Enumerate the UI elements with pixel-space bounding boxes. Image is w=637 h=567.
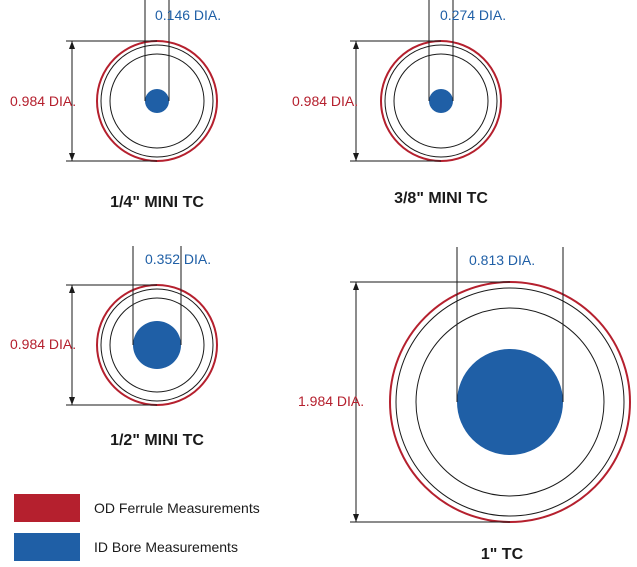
fitting-title: 1" TC — [481, 546, 524, 563]
id-dimension-label: 0.146 DIA. — [155, 7, 221, 23]
id-dimension-label: 0.274 DIA. — [440, 7, 506, 23]
od-arrow-bottom — [69, 153, 75, 161]
legend: OD Ferrule Measurements ID Bore Measurem… — [14, 494, 260, 561]
inner-ring-circle — [393, 53, 489, 149]
od-arrow-top — [353, 282, 359, 290]
inner-ring-circle — [100, 44, 214, 158]
legend-label-id: ID Bore Measurements — [94, 539, 238, 555]
fitting-title: 1/4" MINI TC — [110, 194, 204, 211]
id-bore-circle — [145, 89, 169, 113]
fitting-one-inch-tc: 1.984 DIA. 0.813 DIA. 1" TC — [298, 247, 631, 563]
legend-swatch-id — [14, 533, 80, 561]
inner-ring-circle — [415, 307, 605, 497]
od-dimension-label: 1.984 DIA. — [298, 393, 364, 409]
od-arrow-bottom — [69, 397, 75, 405]
fitting-three-eighths-mini-tc: 0.984 DIA. 0.274 DIA. 3/8" MINI TC — [292, 0, 506, 207]
legend-swatch-od — [14, 494, 80, 522]
id-dimension-label: 0.352 DIA. — [145, 251, 211, 267]
od-arrow-top — [69, 285, 75, 293]
od-arrow-bottom — [353, 514, 359, 522]
inner-ring-circle — [384, 44, 498, 158]
inner-ring-circle — [100, 288, 214, 402]
fitting-half-mini-tc: 0.984 DIA. 0.352 DIA. 1/2" MINI TC — [10, 246, 218, 449]
od-arrow-top — [69, 41, 75, 49]
fitting-title: 1/2" MINI TC — [110, 432, 204, 449]
inner-ring-circle — [109, 297, 205, 393]
od-dimension-label: 0.984 DIA. — [10, 336, 76, 352]
od-dimension-label: 0.984 DIA. — [10, 93, 76, 109]
fitting-quarter-mini-tc: 0.984 DIA. 0.146 DIA. 1/4" MINI TC — [10, 0, 221, 211]
inner-ring-circle — [395, 287, 625, 517]
inner-ring-circle — [109, 53, 205, 149]
id-bore-circle — [133, 321, 181, 369]
od-dimension-label: 0.984 DIA. — [292, 93, 358, 109]
id-bore-circle — [457, 349, 563, 455]
id-bore-circle — [429, 89, 453, 113]
id-dimension-label: 0.813 DIA. — [469, 252, 535, 268]
od-arrow-top — [353, 41, 359, 49]
fitting-title: 3/8" MINI TC — [394, 190, 488, 207]
legend-label-od: OD Ferrule Measurements — [94, 500, 260, 516]
od-arrow-bottom — [353, 153, 359, 161]
